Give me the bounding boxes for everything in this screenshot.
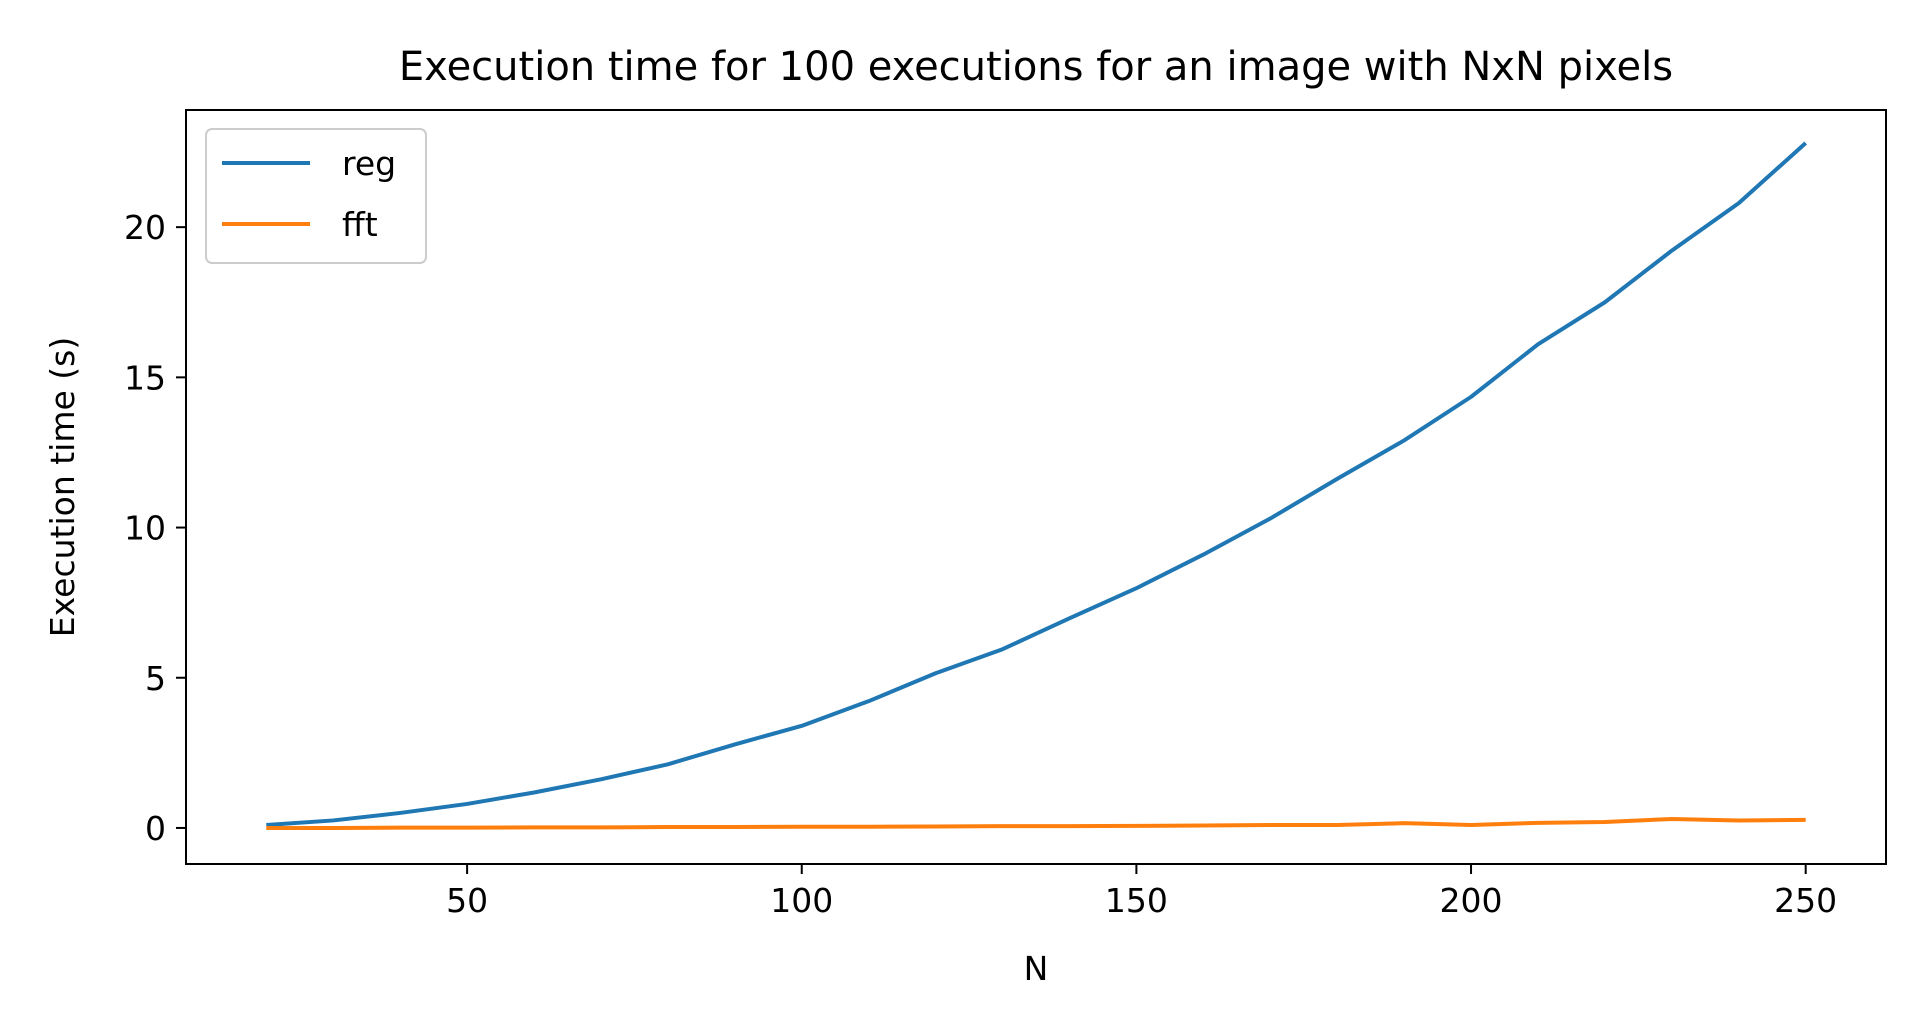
y-tick-label: 5 [145,659,166,698]
legend: reg fft [205,128,427,264]
legend-label-reg: reg [342,144,396,183]
y-tick-label: 15 [124,358,166,397]
series-line-fft [266,816,1806,830]
x-axis: 50 100 150 200 250 [446,864,1837,920]
x-tick-label: 250 [1774,881,1837,920]
y-axis: 0 5 10 15 20 [124,208,186,848]
x-tick-label: 200 [1440,881,1503,920]
x-tick-label: 150 [1105,881,1168,920]
chart-title: Execution time for 100 executions for an… [399,44,1673,90]
plot-area [266,141,1808,830]
plot-frame [185,109,1887,865]
legend-label-fft: fft [342,205,378,244]
y-tick-label: 10 [124,509,166,548]
series-line-reg [266,141,1808,827]
x-tick-label: 50 [446,881,488,920]
y-axis-label: Execution time (s) [43,337,82,637]
x-tick-label: 100 [770,881,833,920]
y-tick-label: 20 [124,208,166,247]
y-tick-label: 0 [145,809,166,848]
x-axis-label: N [1024,949,1049,988]
